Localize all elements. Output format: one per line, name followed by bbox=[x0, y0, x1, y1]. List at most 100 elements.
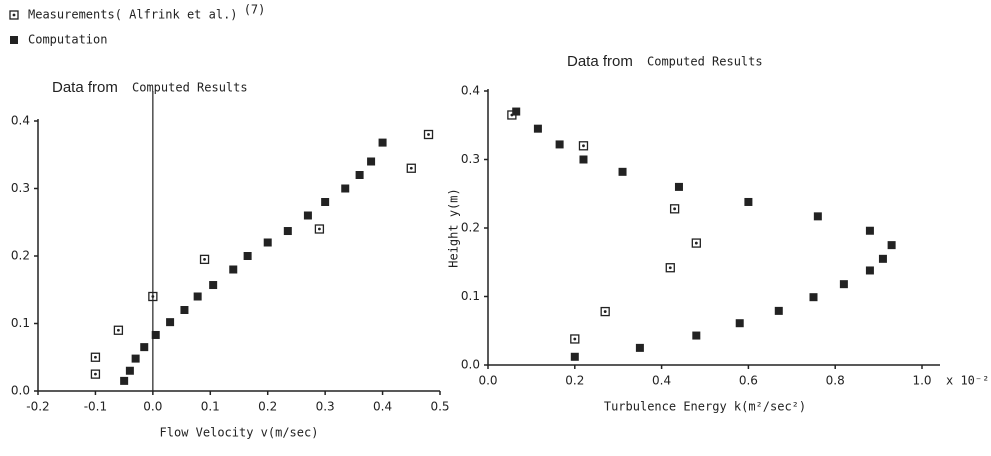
marker bbox=[635, 343, 644, 352]
marker bbox=[90, 352, 101, 362]
marker bbox=[512, 107, 521, 116]
marker bbox=[674, 182, 683, 191]
point bbox=[283, 227, 292, 236]
point bbox=[635, 343, 644, 352]
point bbox=[314, 224, 325, 234]
marker bbox=[579, 155, 588, 164]
point bbox=[180, 306, 189, 314]
point bbox=[321, 198, 330, 206]
marker bbox=[744, 197, 753, 206]
marker bbox=[113, 325, 124, 335]
point bbox=[10, 36, 18, 44]
y-tick-label: 0.2 bbox=[11, 249, 30, 263]
point bbox=[555, 140, 564, 149]
point bbox=[813, 212, 822, 221]
marker-dot bbox=[603, 310, 607, 313]
marker bbox=[193, 292, 202, 301]
point bbox=[570, 334, 580, 344]
marker bbox=[378, 138, 387, 147]
marker-dot bbox=[582, 144, 585, 148]
marker bbox=[774, 306, 783, 315]
x-multiplier: x 10⁻² bbox=[946, 374, 989, 388]
point bbox=[579, 155, 588, 164]
point bbox=[692, 331, 701, 340]
x-tick-label: 1.0 bbox=[912, 374, 931, 388]
marker bbox=[878, 254, 887, 263]
point bbox=[148, 291, 158, 302]
point bbox=[674, 182, 683, 191]
marker bbox=[303, 211, 312, 220]
point bbox=[744, 197, 753, 206]
x-tick-label: 0.1 bbox=[201, 400, 220, 414]
point bbox=[809, 293, 818, 302]
y-tick-label: 0.3 bbox=[11, 181, 30, 195]
x-axis-label: Turbulence Energy k(m²/sec²) bbox=[604, 400, 806, 414]
point bbox=[140, 343, 149, 352]
marker bbox=[809, 293, 818, 302]
marker bbox=[669, 204, 680, 214]
marker bbox=[578, 141, 589, 151]
point bbox=[865, 266, 874, 275]
marker bbox=[180, 306, 189, 314]
marker bbox=[314, 224, 325, 234]
x-tick-label: 0.4 bbox=[652, 374, 671, 388]
point bbox=[229, 265, 238, 274]
x-tick-label: 0.0 bbox=[478, 374, 497, 388]
y-tick-label: 0.1 bbox=[11, 316, 30, 330]
x-tick-label: 0.2 bbox=[565, 374, 584, 388]
point bbox=[341, 184, 350, 193]
point bbox=[691, 238, 701, 248]
point bbox=[533, 124, 542, 133]
marker bbox=[839, 280, 848, 289]
chart-subtitle: Computed Results bbox=[132, 81, 248, 95]
marker bbox=[406, 163, 416, 173]
marker bbox=[533, 124, 542, 133]
marker bbox=[865, 226, 874, 235]
marker bbox=[423, 129, 434, 140]
point bbox=[355, 171, 364, 179]
marker-dot bbox=[673, 207, 677, 211]
marker bbox=[600, 306, 610, 317]
marker bbox=[166, 318, 175, 327]
marker bbox=[209, 281, 218, 290]
point bbox=[263, 238, 272, 247]
x-tick-label: 0.2 bbox=[258, 400, 277, 414]
marker-dot bbox=[668, 266, 672, 270]
point bbox=[618, 167, 627, 176]
point bbox=[125, 366, 134, 375]
marker bbox=[341, 184, 350, 193]
marker bbox=[199, 254, 210, 265]
point bbox=[887, 241, 896, 250]
marker bbox=[570, 352, 579, 361]
marker bbox=[618, 167, 627, 176]
x-tick-label: 0.0 bbox=[143, 400, 162, 414]
point bbox=[878, 254, 887, 263]
point bbox=[669, 204, 680, 214]
marker bbox=[90, 369, 101, 379]
point bbox=[423, 129, 434, 140]
point bbox=[120, 376, 129, 385]
y-tick-label: 0.3 bbox=[461, 152, 480, 166]
point bbox=[90, 369, 101, 379]
marker bbox=[355, 171, 364, 179]
marker bbox=[10, 36, 18, 44]
marker bbox=[125, 366, 134, 375]
y-tick-label: 0.4 bbox=[461, 84, 480, 98]
y-tick-label: 0.2 bbox=[461, 221, 480, 235]
marker bbox=[865, 266, 874, 275]
marker bbox=[665, 263, 675, 273]
y-tick-label: 0.0 bbox=[11, 384, 30, 398]
chart-subtitle: Computed Results bbox=[647, 55, 763, 69]
marker bbox=[140, 343, 149, 352]
point bbox=[90, 352, 101, 362]
point bbox=[378, 138, 387, 147]
point bbox=[193, 292, 202, 301]
marker-dot bbox=[409, 166, 413, 170]
marker-dot bbox=[427, 133, 430, 136]
y-tick-label: 0.1 bbox=[461, 289, 480, 303]
point bbox=[131, 354, 140, 363]
x-tick-label: 0.4 bbox=[373, 400, 392, 414]
point bbox=[865, 226, 874, 235]
point bbox=[367, 157, 376, 166]
